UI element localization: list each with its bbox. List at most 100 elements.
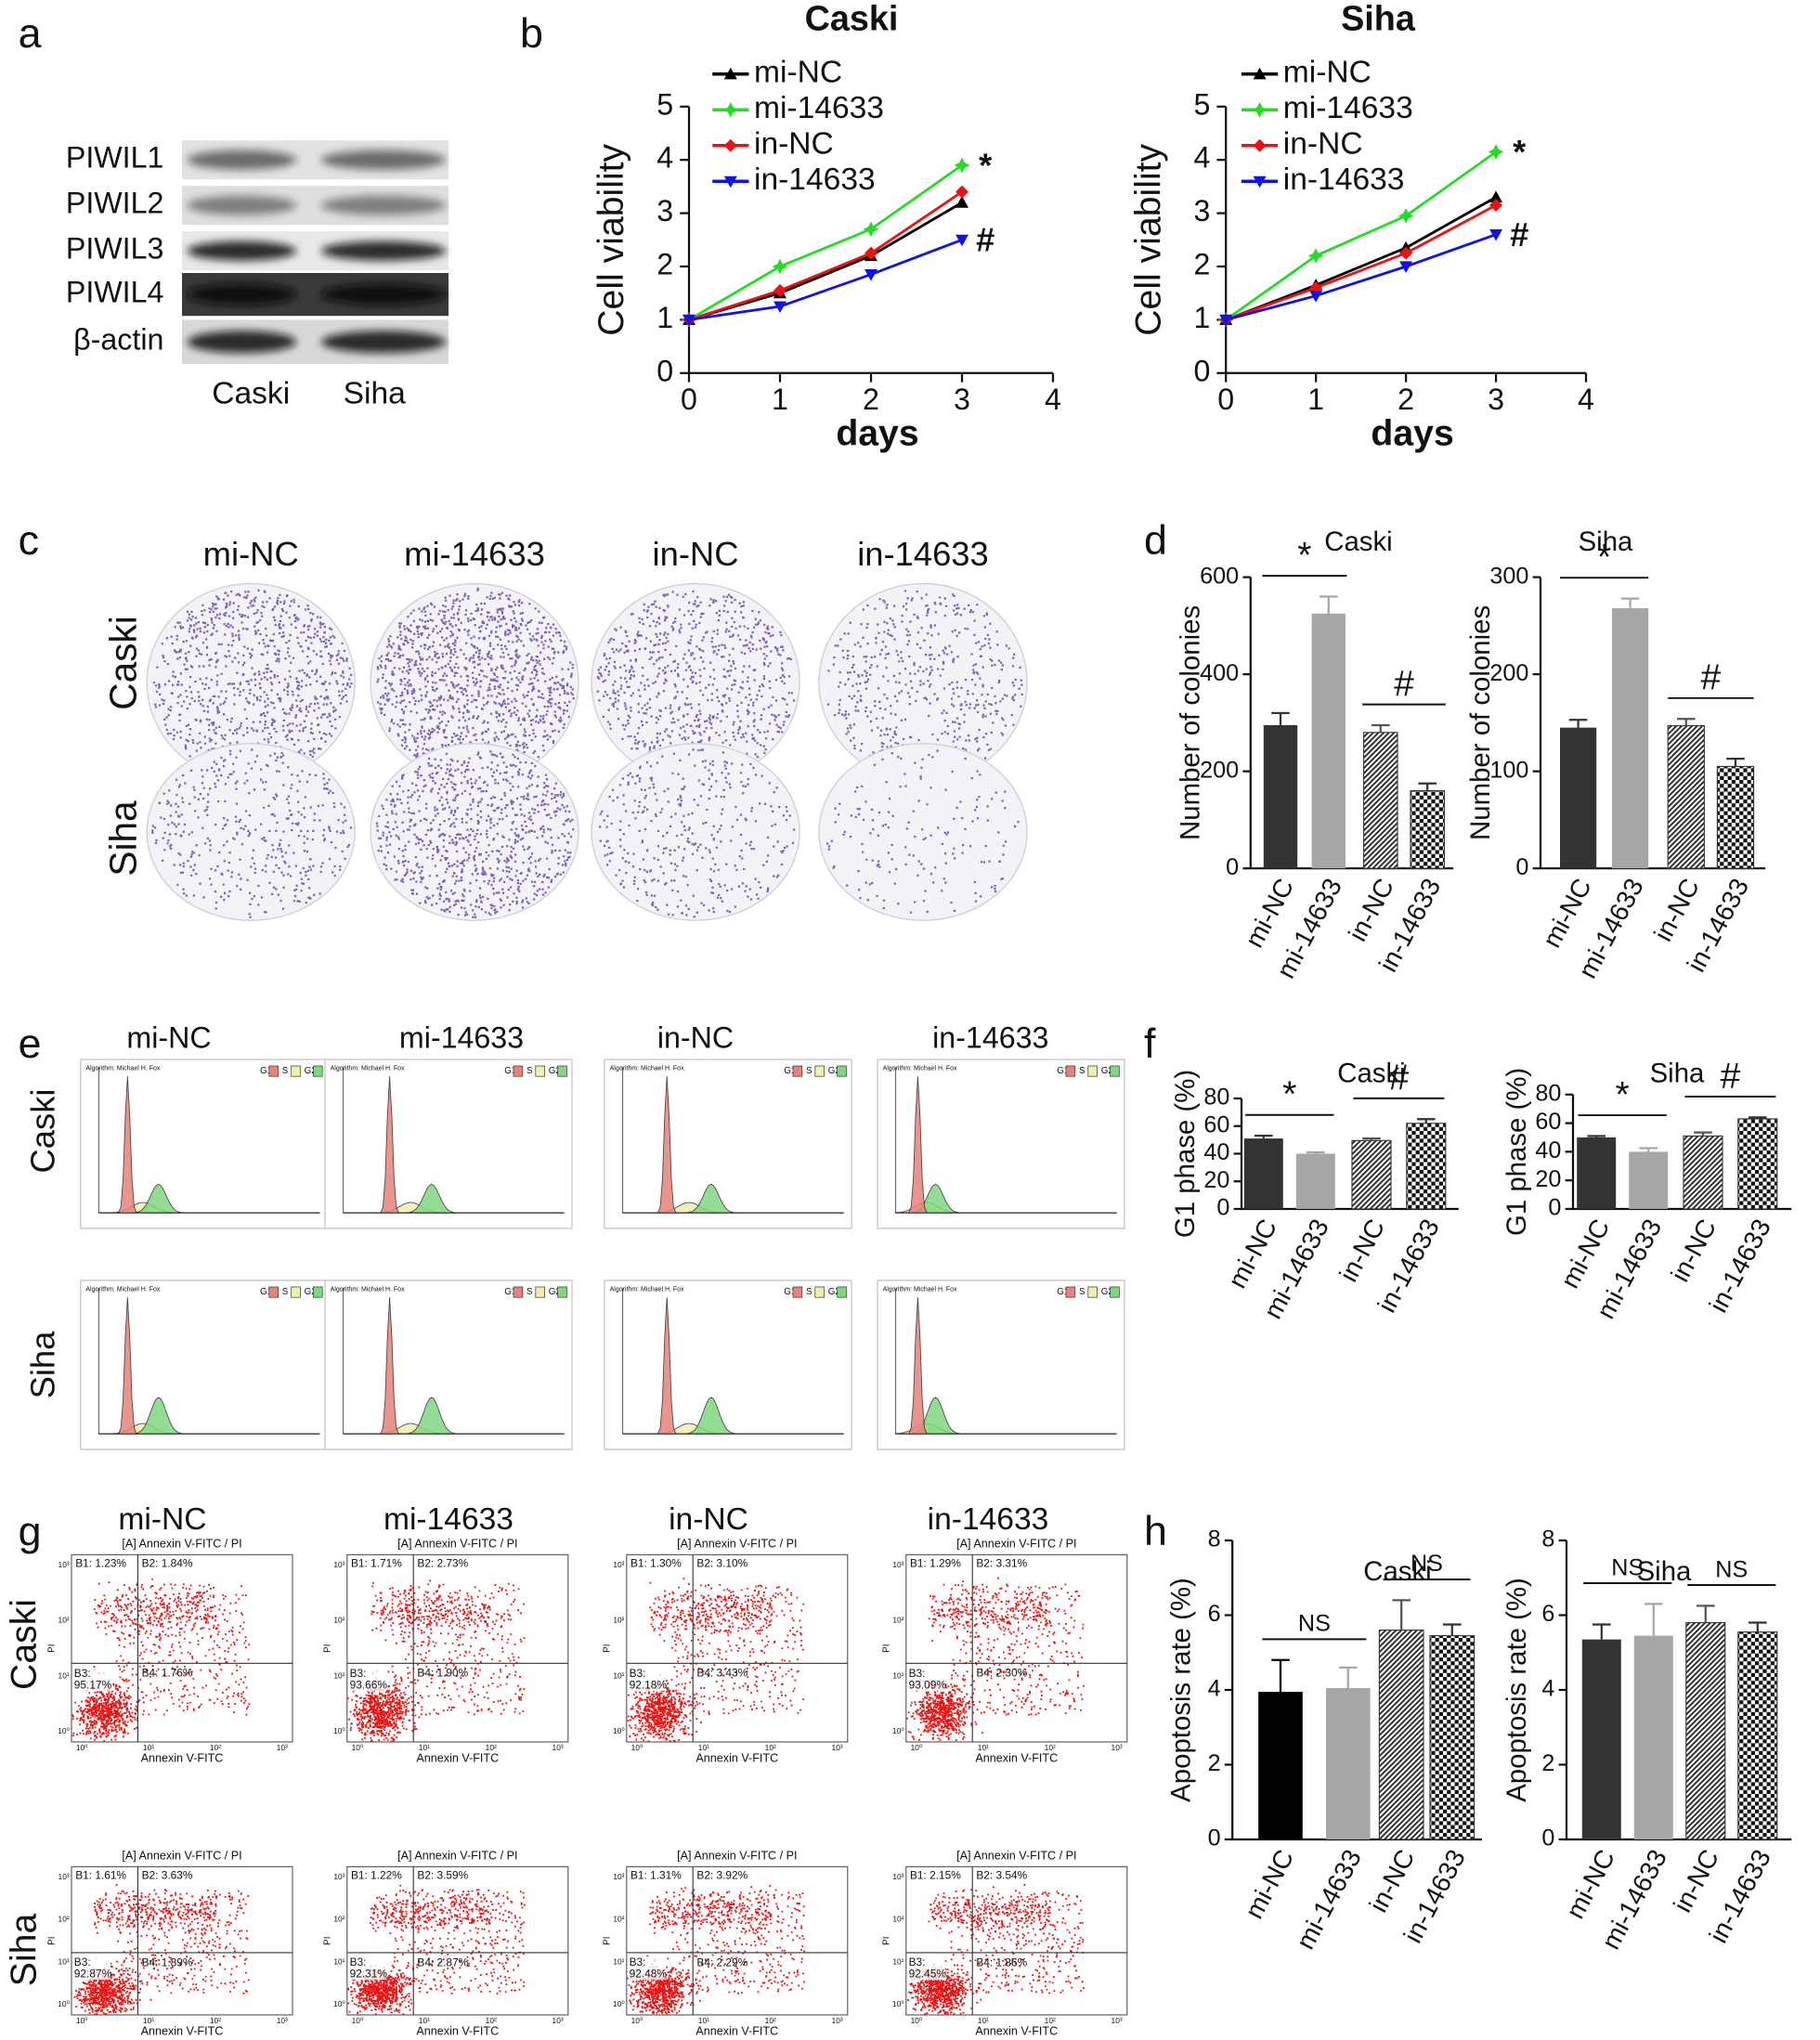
- x-tick-label: 10⁰: [911, 2016, 923, 2025]
- x-tick-label: 10¹: [978, 1743, 989, 1752]
- x-tick-label: 10⁰: [911, 1743, 923, 1752]
- y-tick-label: 0: [1208, 1826, 1221, 1852]
- error-bar: [1338, 1666, 1358, 1688]
- annotation: *: [1616, 1075, 1630, 1115]
- marker: [723, 67, 737, 80]
- legend-swatch: [1110, 1065, 1120, 1077]
- blot-band: [320, 240, 447, 261]
- legend-label: S: [1079, 1066, 1086, 1076]
- error-bar: [1362, 1137, 1381, 1141]
- legend-label: G1: [504, 1066, 516, 1076]
- algorithm-label: Algorithm: Michael H. Fox: [85, 1287, 160, 1293]
- column-header: in-14633: [932, 1020, 1048, 1054]
- legend-swatch: [837, 1065, 847, 1077]
- y-axis-label: G1 phase (%): [1170, 1070, 1201, 1238]
- y-tick-label: 10¹: [58, 1956, 70, 1966]
- x-axis-label: Annexin V-FITC: [975, 2025, 1058, 2038]
- blot-band: [187, 240, 297, 261]
- histogram-frame: [324, 1059, 573, 1229]
- quadrant-label: B3: 93.66%: [349, 1667, 387, 1691]
- y-tick-label: 200: [1200, 757, 1239, 783]
- error-bar: [1748, 1621, 1767, 1632]
- legend-label: G1: [260, 1287, 272, 1297]
- y-tick-label: 10⁰: [892, 1726, 904, 1735]
- column-header: in-14633: [928, 1502, 1049, 1537]
- legend-label: G1: [784, 1287, 796, 1297]
- panel-label: d: [1144, 517, 1167, 564]
- column-header: in-NC: [653, 535, 739, 573]
- y-tick-label: 10²: [58, 1915, 70, 1924]
- marker: [772, 258, 788, 275]
- error-bar: [1620, 597, 1640, 609]
- plot-title: [A] Annexin V-FITC / PI: [956, 1538, 1076, 1551]
- y-axis-label: Apoptosis rate (%): [1502, 1578, 1532, 1802]
- annotation: #: [1388, 1059, 1409, 1098]
- quadrant-box: B3: 92.87%: [73, 1956, 111, 1981]
- legend-swatch: [1110, 1286, 1120, 1298]
- bar: [1611, 608, 1649, 869]
- x-tick-label: 10¹: [978, 2016, 989, 2025]
- y-axis-label: G1 phase (%): [1502, 1068, 1532, 1236]
- quadrant-label: B4: 1.89%: [142, 1956, 193, 1969]
- colonies: [826, 590, 1023, 779]
- legend-label: G1: [260, 1066, 272, 1076]
- x-tick-label: 4: [1045, 383, 1061, 416]
- x-tick-label: 10²: [765, 1743, 776, 1752]
- y-axis-label: PI: [602, 1644, 612, 1653]
- annotation: NS: [1715, 1556, 1748, 1582]
- x-tick-label: 10³: [832, 2016, 843, 2025]
- quadrant-label: B2: 3.92%: [696, 1868, 748, 1881]
- bar: [1737, 1631, 1778, 1840]
- y-tick-label: 10¹: [333, 1956, 344, 1966]
- legend-label: G1: [1057, 1287, 1069, 1297]
- annotation: *: [979, 146, 993, 184]
- blot-band: [187, 331, 297, 354]
- blot-band: [320, 331, 447, 354]
- marker: [682, 314, 696, 327]
- y-tick-label: 10³: [333, 1560, 344, 1569]
- bar: [1295, 1153, 1335, 1209]
- y-axis-label: PI: [322, 1644, 332, 1653]
- marker: [1398, 208, 1414, 224]
- legend-label: in-14633: [754, 162, 876, 197]
- legend-label: S: [1079, 1287, 1086, 1297]
- events: [626, 1885, 806, 2015]
- y-tick-label: 600: [1200, 563, 1239, 589]
- g1-peak: [98, 1076, 320, 1214]
- x-tick-label: mi-NC: [1240, 1845, 1300, 1924]
- row-label: Siha: [24, 1331, 62, 1399]
- y-axis-label: Cell viability: [1128, 143, 1168, 335]
- quadrant-box: B3: 93.09%: [908, 1667, 946, 1691]
- quadrant-label: B4: 1.86%: [976, 1956, 1027, 1969]
- legend-swatch: [313, 1286, 323, 1298]
- y-tick-label: 10²: [892, 1915, 904, 1924]
- blot-label: β-actin: [73, 323, 163, 357]
- histogram-frame: [80, 1059, 329, 1229]
- y-tick-label: 20: [1203, 1167, 1229, 1193]
- error-bar: [1416, 1118, 1436, 1124]
- quadrant-label: B2: 3.59%: [417, 1868, 468, 1881]
- events: [72, 1578, 251, 1742]
- y-tick-label: 0: [1193, 354, 1210, 387]
- g1-peak: [895, 1076, 1117, 1214]
- y-tick-label: 4: [1208, 1676, 1221, 1702]
- plate: [818, 743, 1028, 921]
- y-tick-label: 4: [1541, 1676, 1554, 1702]
- x-tick-label: in-NC: [1665, 1215, 1722, 1287]
- error-bar: [1442, 1623, 1462, 1636]
- y-tick-label: 10³: [58, 1872, 70, 1881]
- error-bar: [1587, 1135, 1606, 1137]
- bar: [1325, 1687, 1371, 1839]
- marker: [723, 138, 737, 152]
- quadrant-label: B4: 2.29%: [696, 1956, 748, 1969]
- legend-swatch: [1065, 1286, 1076, 1298]
- legend-label: G2: [305, 1066, 317, 1076]
- annotation: *: [1297, 536, 1311, 576]
- y-tick-label: 200: [1489, 660, 1528, 686]
- legend-label: S: [806, 1066, 812, 1076]
- marker: [955, 196, 968, 208]
- x-tick-label: 10¹: [698, 2016, 709, 2025]
- y-tick-label: 8: [1541, 1527, 1554, 1553]
- legend-swatch: [814, 1065, 825, 1077]
